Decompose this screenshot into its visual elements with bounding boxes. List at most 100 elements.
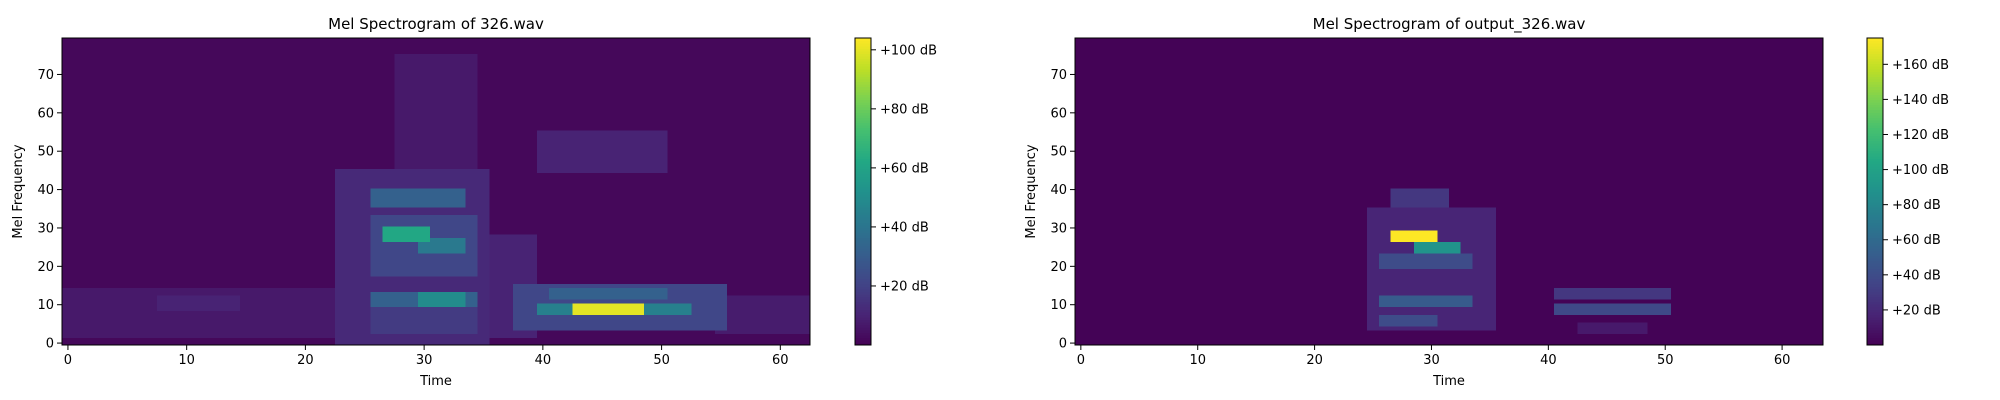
heatmap-cell: [501, 214, 514, 219]
heatmap-cell: [548, 302, 562, 308]
heatmap-cell: [489, 176, 502, 181]
heatmap-cell: [311, 76, 324, 81]
heatmap-cell: [192, 49, 206, 54]
heatmap-cell: [323, 133, 336, 139]
heatmap-cell: [536, 237, 550, 242]
heatmap-cell: [275, 321, 289, 327]
heatmap-cell: [263, 214, 277, 219]
heatmap-cell: [240, 245, 253, 250]
heatmap-cell: [667, 214, 680, 219]
heatmap-cell: [679, 99, 692, 104]
heatmap-cell: [513, 341, 526, 346]
heatmap-cell: [156, 279, 170, 285]
heatmap-cell: [287, 53, 301, 58]
heatmap-cell: [525, 203, 538, 208]
heatmap-cell: [287, 275, 301, 281]
heatmap-cell: [240, 233, 253, 239]
heatmap-cell: [798, 153, 811, 158]
heatmap-cell: [738, 84, 752, 89]
heatmap-cell: [572, 318, 586, 323]
heatmap-cell: [774, 298, 787, 304]
heatmap-cell: [430, 306, 443, 312]
heatmap-cell: [275, 279, 289, 285]
heatmap-cell: [418, 249, 431, 254]
heatmap-cell: [168, 80, 182, 85]
heatmap-cell: [786, 195, 799, 200]
heatmap-cell: [168, 337, 182, 342]
heatmap-cell: [513, 114, 526, 120]
heatmap-cell: [358, 264, 372, 269]
heatmap-cell: [62, 268, 75, 273]
heatmap-cell: [536, 61, 550, 66]
heatmap-cell: [560, 168, 574, 173]
heatmap-cell: [240, 314, 253, 319]
heatmap-cell: [441, 191, 455, 196]
heatmap-cell: [97, 110, 111, 116]
heatmap-cell: [323, 283, 336, 289]
heatmap-cell: [97, 130, 111, 135]
heatmap-cell: [346, 341, 360, 346]
heatmap-cell: [311, 210, 324, 216]
heatmap-cell: [299, 68, 312, 74]
heatmap-cell: [620, 84, 633, 89]
heatmap-cell: [548, 122, 562, 127]
heatmap-cell: [311, 283, 324, 289]
heatmap-cell: [584, 118, 597, 124]
heatmap-cell: [275, 187, 289, 193]
heatmap-cell: [240, 179, 253, 185]
heatmap-cell: [251, 76, 265, 81]
heatmap-cell: [655, 122, 669, 127]
heatmap-cell: [430, 133, 443, 139]
heatmap-cell: [192, 68, 206, 74]
heatmap-cell: [572, 122, 586, 127]
heatmap-cell: [596, 87, 609, 93]
heatmap-cell: [525, 110, 538, 116]
heatmap-cell: [275, 95, 289, 100]
heatmap-cell: [762, 110, 775, 116]
heatmap-cell: [667, 210, 680, 216]
heatmap-cell: [346, 298, 360, 304]
heatmap-cell: [346, 57, 360, 62]
heatmap-cell: [762, 130, 775, 135]
heatmap-cell: [798, 226, 811, 231]
heatmap-cell: [263, 84, 277, 89]
heatmap-cell: [738, 302, 752, 308]
heatmap-cell: [762, 57, 775, 62]
heatmap-cell: [430, 268, 443, 273]
heatmap-cell: [548, 49, 562, 54]
heatmap-cell: [560, 118, 574, 124]
heatmap-cell: [263, 122, 277, 127]
heatmap-cell: [679, 53, 692, 58]
heatmap-cell: [608, 318, 621, 323]
heatmap-cell: [750, 226, 764, 231]
heatmap-cell: [121, 333, 134, 338]
heatmap-cell: [548, 76, 562, 81]
heatmap-cell: [311, 226, 324, 231]
heatmap-cell: [477, 130, 491, 135]
heatmap-cell: [145, 141, 158, 147]
heatmap-cell: [667, 84, 680, 89]
heatmap-cell: [133, 72, 146, 77]
heatmap-cell: [786, 179, 799, 185]
heatmap-cell: [572, 114, 586, 120]
heatmap-cell: [441, 325, 455, 331]
heatmap-cell: [358, 333, 372, 338]
heatmap-cell: [584, 153, 597, 158]
heatmap-cell: [299, 314, 312, 319]
heatmap-cell: [85, 118, 99, 124]
heatmap-cell: [655, 114, 669, 120]
heatmap-cell: [798, 183, 811, 189]
heatmap-cell: [406, 314, 419, 319]
heatmap-cell: [453, 233, 467, 239]
heatmap-cell: [335, 287, 348, 292]
heatmap-cell: [453, 61, 467, 66]
heatmap-cell: [287, 38, 301, 43]
heatmap-cell: [394, 99, 407, 104]
heatmap-cell: [228, 187, 241, 193]
heatmap-cell: [691, 333, 704, 338]
heatmap-cell: [715, 256, 728, 262]
heatmap-cell: [774, 133, 787, 139]
heatmap-cell: [750, 337, 764, 342]
heatmap-cell: [477, 103, 491, 108]
